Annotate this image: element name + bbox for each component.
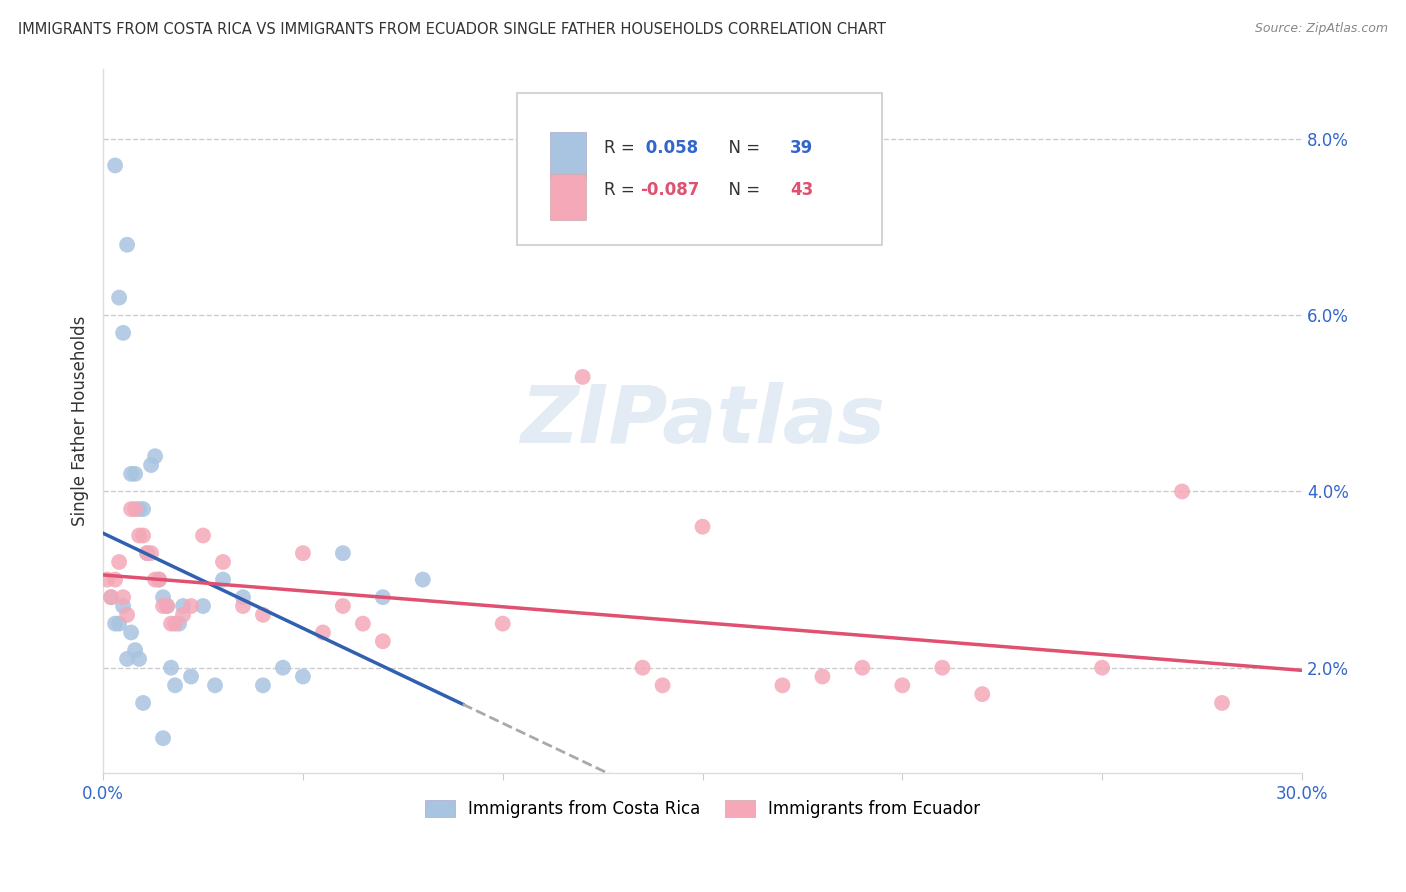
- Point: [124, 502, 146, 516]
- Point: [972, 687, 994, 701]
- Point: [172, 599, 194, 613]
- Point: [112, 591, 135, 605]
- Point: [152, 599, 174, 613]
- Point: [152, 731, 174, 746]
- Point: [139, 458, 162, 472]
- Point: [128, 528, 150, 542]
- Text: R =: R =: [605, 139, 640, 157]
- Point: [148, 573, 170, 587]
- Point: [120, 502, 142, 516]
- Point: [148, 573, 170, 587]
- Point: [492, 616, 515, 631]
- Point: [132, 528, 155, 542]
- Point: [136, 546, 159, 560]
- Text: IMMIGRANTS FROM COSTA RICA VS IMMIGRANTS FROM ECUADOR SINGLE FATHER HOUSEHOLDS C: IMMIGRANTS FROM COSTA RICA VS IMMIGRANTS…: [18, 22, 886, 37]
- Point: [139, 546, 162, 560]
- Point: [180, 599, 202, 613]
- Point: [112, 599, 135, 613]
- Point: [104, 616, 127, 631]
- Bar: [550, 132, 586, 178]
- Point: [136, 546, 159, 560]
- Point: [124, 643, 146, 657]
- Point: [931, 661, 953, 675]
- Text: 0.058: 0.058: [640, 139, 699, 157]
- Point: [120, 625, 142, 640]
- Point: [132, 502, 155, 516]
- Point: [172, 607, 194, 622]
- Point: [165, 616, 187, 631]
- Y-axis label: Single Father Households: Single Father Households: [72, 316, 89, 526]
- Point: [152, 591, 174, 605]
- Point: [631, 661, 654, 675]
- Point: [204, 678, 226, 692]
- Point: [143, 449, 166, 463]
- Point: [772, 678, 794, 692]
- Point: [167, 616, 190, 631]
- Point: [271, 661, 294, 675]
- Point: [128, 502, 150, 516]
- Point: [1171, 484, 1194, 499]
- Point: [108, 616, 131, 631]
- Point: [156, 599, 179, 613]
- Point: [851, 661, 873, 675]
- FancyBboxPatch shape: [517, 93, 883, 244]
- Point: [291, 546, 314, 560]
- Point: [232, 599, 254, 613]
- Point: [160, 616, 183, 631]
- Point: [212, 555, 235, 569]
- Point: [143, 573, 166, 587]
- Point: [312, 625, 335, 640]
- Point: [100, 591, 122, 605]
- Bar: [550, 174, 586, 220]
- Point: [115, 652, 138, 666]
- Point: [332, 599, 354, 613]
- Text: Source: ZipAtlas.com: Source: ZipAtlas.com: [1254, 22, 1388, 36]
- Point: [1211, 696, 1233, 710]
- Point: [108, 555, 131, 569]
- Point: [371, 591, 394, 605]
- Point: [124, 467, 146, 481]
- Point: [180, 669, 202, 683]
- Point: [115, 237, 138, 252]
- Point: [108, 291, 131, 305]
- Point: [371, 634, 394, 648]
- Text: ZIPatlas: ZIPatlas: [520, 382, 884, 460]
- Point: [252, 678, 274, 692]
- Point: [412, 573, 434, 587]
- Point: [352, 616, 374, 631]
- Point: [891, 678, 914, 692]
- Point: [252, 607, 274, 622]
- Point: [115, 607, 138, 622]
- Point: [232, 591, 254, 605]
- Point: [811, 669, 834, 683]
- Point: [692, 519, 714, 533]
- Point: [191, 528, 214, 542]
- Point: [212, 573, 235, 587]
- Point: [120, 467, 142, 481]
- Point: [160, 661, 183, 675]
- Point: [100, 591, 122, 605]
- Point: [96, 573, 118, 587]
- Point: [191, 599, 214, 613]
- Point: [112, 326, 135, 340]
- Text: N =: N =: [718, 181, 765, 199]
- Text: R =: R =: [605, 181, 640, 199]
- Text: 43: 43: [790, 181, 813, 199]
- Point: [128, 652, 150, 666]
- Text: 39: 39: [790, 139, 813, 157]
- Point: [132, 696, 155, 710]
- Point: [104, 573, 127, 587]
- Point: [571, 370, 593, 384]
- Text: -0.087: -0.087: [640, 181, 700, 199]
- Legend: Immigrants from Costa Rica, Immigrants from Ecuador: Immigrants from Costa Rica, Immigrants f…: [418, 794, 987, 825]
- Point: [104, 158, 127, 172]
- Text: N =: N =: [718, 139, 765, 157]
- Point: [332, 546, 354, 560]
- Point: [156, 599, 179, 613]
- Point: [165, 678, 187, 692]
- Point: [1091, 661, 1114, 675]
- Point: [651, 678, 673, 692]
- Point: [291, 669, 314, 683]
